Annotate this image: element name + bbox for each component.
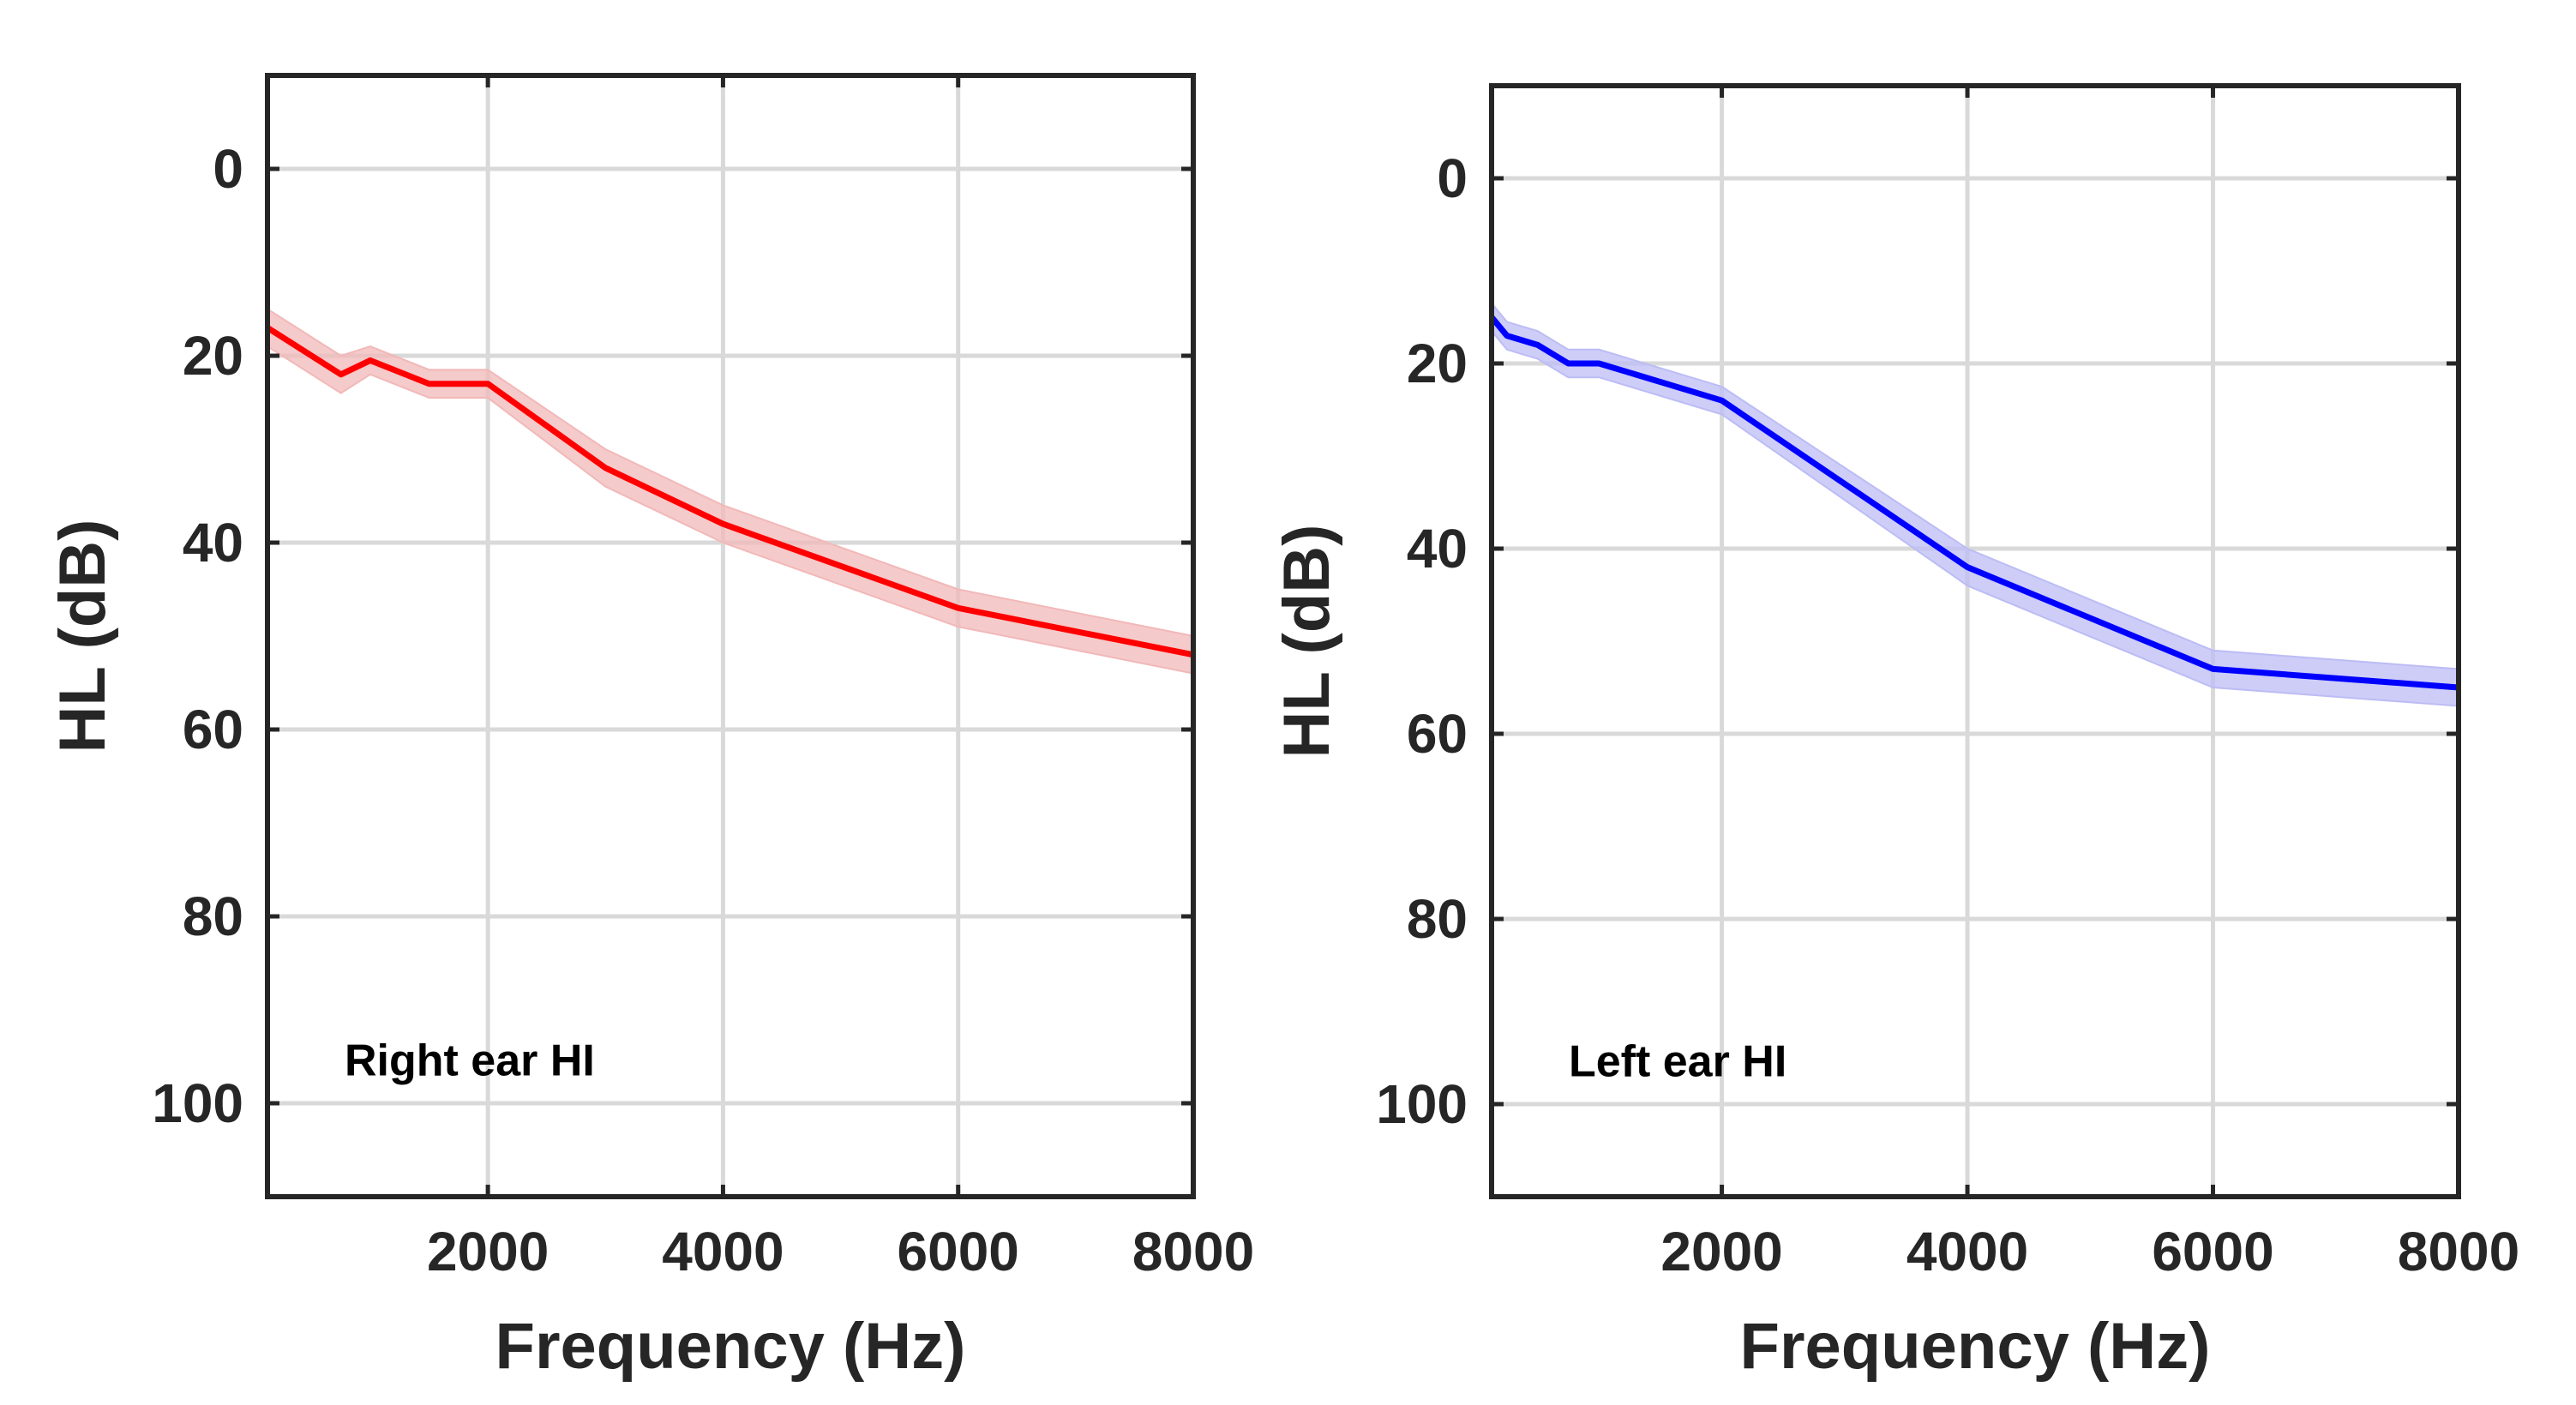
left-ear-y-tick-label: 80 — [1407, 888, 1468, 950]
left-ear-y-tick-label: 40 — [1407, 518, 1468, 579]
right-ear-x-tick-label: 2000 — [427, 1221, 549, 1282]
left-ear-panel: 2000 4000 6000 8000 0 20 40 60 80 100 Frequency (H… — [1270, 83, 2519, 1383]
right-ear-x-tick-label: 4000 — [662, 1221, 784, 1282]
right-ear-y-tick-label: 40 — [183, 512, 243, 573]
right-ear-x-axis-title: Frequency (Hz) — [495, 1310, 966, 1383]
right-ear-series-line — [266, 325, 1194, 658]
right-ear-panel: 2000 4000 6000 8000 0 20 40 60 80 100 Frequency (H… — [46, 73, 1254, 1383]
right-ear-y-tick-label: 100 — [152, 1072, 243, 1134]
left-ear-y-tick-label: 100 — [1376, 1073, 1468, 1135]
left-ear-axes-frame — [1489, 83, 2461, 1199]
right-ear-y-axis-title: HL (dB) — [46, 519, 119, 754]
left-ear-x-tick-label: 8000 — [2398, 1221, 2519, 1282]
right-ear-axes-frame — [265, 73, 1196, 1199]
left-ear-y-tick-label: 0 — [1437, 147, 1468, 209]
left-ear-annotation: Left ear HI — [1569, 1037, 1786, 1087]
right-ear-annotation: Right ear HI — [345, 1036, 595, 1085]
left-ear-x-axis-title: Frequency (Hz) — [1740, 1310, 2211, 1383]
left-ear-y-axis-title: HL (dB) — [1270, 525, 1343, 759]
left-ear-y-tick-label: 20 — [1407, 333, 1468, 394]
right-ear-y-tick-label: 20 — [183, 325, 243, 387]
right-ear-x-tick-label: 8000 — [1132, 1221, 1254, 1282]
left-ear-x-tick-label: 4000 — [1906, 1221, 2028, 1282]
left-ear-plot-area — [1492, 86, 2459, 1197]
left-ear-x-tick-label: 6000 — [2152, 1221, 2273, 1282]
right-ear-y-tick-label: 80 — [183, 886, 243, 947]
right-ear-y-tick-label: 0 — [213, 138, 243, 200]
right-ear-x-tick-label: 6000 — [898, 1221, 1019, 1282]
left-ear-y-tick-label: 60 — [1407, 703, 1468, 765]
right-ear-y-tick-label: 60 — [183, 699, 243, 760]
left-ear-x-tick-label: 2000 — [1660, 1221, 1782, 1282]
left-ear-series-line — [1489, 315, 2459, 691]
